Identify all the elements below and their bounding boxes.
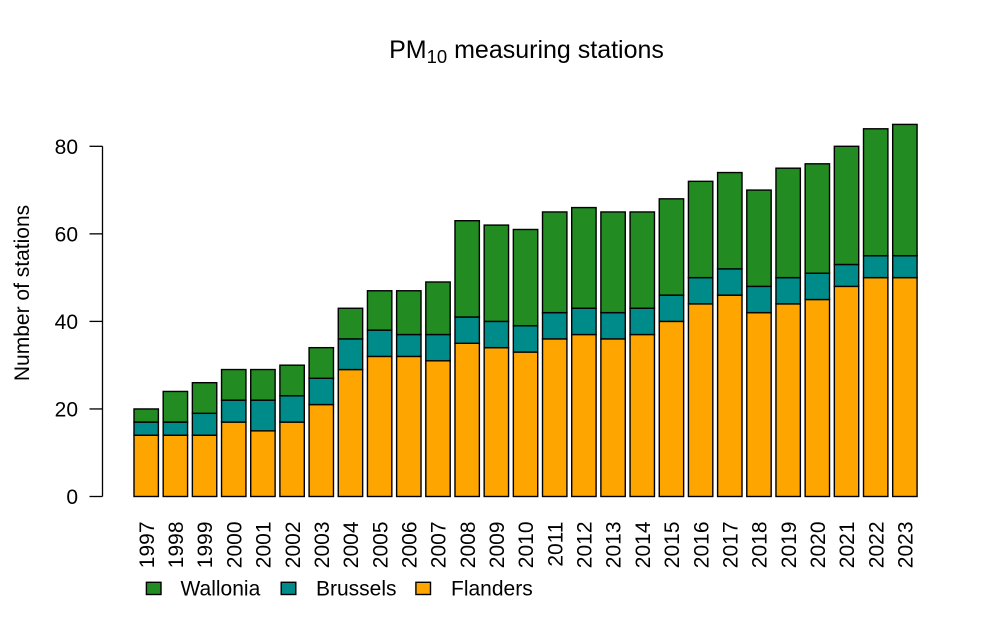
- svg-text:2015: 2015: [661, 522, 684, 569]
- svg-text:20: 20: [55, 398, 78, 421]
- svg-text:60: 60: [55, 223, 78, 246]
- svg-text:2023: 2023: [895, 522, 918, 569]
- svg-text:2006: 2006: [398, 522, 421, 569]
- svg-text:2021: 2021: [836, 522, 859, 569]
- svg-text:2016: 2016: [690, 522, 713, 569]
- svg-text:2005: 2005: [369, 522, 392, 569]
- svg-text:2008: 2008: [457, 522, 480, 569]
- svg-text:2001: 2001: [253, 522, 276, 569]
- svg-text:2004: 2004: [340, 521, 363, 568]
- svg-text:2012: 2012: [574, 522, 597, 569]
- svg-text:2017: 2017: [719, 522, 742, 569]
- svg-text:Brussels: Brussels: [316, 577, 397, 600]
- svg-text:Flanders: Flanders: [451, 577, 533, 600]
- svg-text:Number of stations: Number of stations: [11, 205, 34, 381]
- svg-text:2000: 2000: [223, 522, 246, 569]
- svg-text:2014: 2014: [632, 521, 655, 568]
- svg-text:1998: 1998: [165, 522, 188, 569]
- svg-text:2011: 2011: [544, 522, 567, 567]
- svg-text:2009: 2009: [486, 522, 509, 569]
- svg-text:2002: 2002: [282, 522, 305, 569]
- svg-text:1999: 1999: [194, 522, 217, 569]
- svg-text:2010: 2010: [515, 522, 538, 569]
- svg-text:1997: 1997: [136, 522, 159, 569]
- svg-text:2007: 2007: [428, 522, 451, 569]
- svg-text:2013: 2013: [603, 522, 626, 569]
- svg-text:2018: 2018: [749, 522, 772, 569]
- svg-text:2019: 2019: [778, 522, 801, 569]
- svg-text:2022: 2022: [865, 522, 888, 569]
- svg-text:Wallonia: Wallonia: [181, 577, 261, 600]
- svg-text:80: 80: [55, 136, 78, 159]
- svg-text:2020: 2020: [807, 522, 830, 569]
- svg-text:0: 0: [66, 486, 78, 509]
- svg-text:40: 40: [55, 311, 78, 334]
- svg-text:2003: 2003: [311, 522, 334, 569]
